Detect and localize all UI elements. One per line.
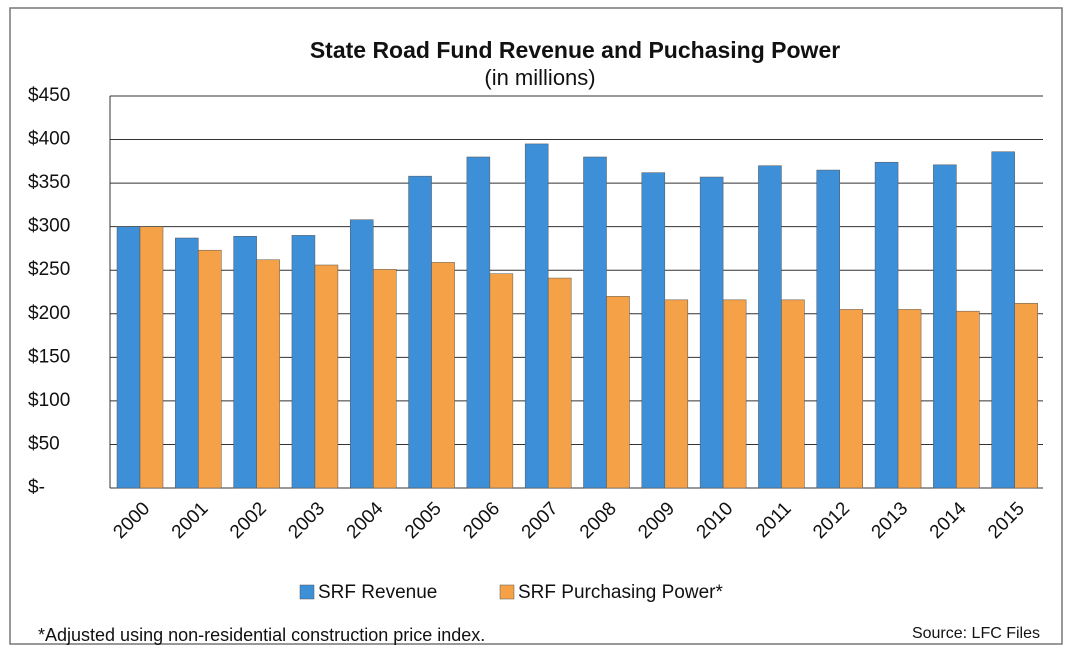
bar [606,296,630,489]
bar [547,277,572,489]
legend-label: SRF Revenue [318,582,437,603]
bar [699,176,724,489]
bar [816,169,840,489]
bar [722,299,747,489]
bar [466,156,491,489]
bar [314,264,339,489]
bar [874,161,899,489]
bar [489,273,514,489]
bar [583,156,607,489]
chart-subtitle: (in millions) [484,65,595,90]
y-tick-label: $450 [28,85,70,106]
bar [373,269,397,489]
bar [1014,303,1038,489]
bar [139,226,164,489]
bar [198,249,222,489]
y-tick-label: $400 [28,129,70,150]
bar [256,259,280,489]
bar [350,219,374,489]
bar [758,165,782,489]
bar [431,262,455,489]
bar [291,235,316,489]
legend-swatch [299,584,315,600]
y-tick-label: $150 [28,346,70,367]
bar [664,299,689,489]
bar [781,299,805,489]
y-tick-label: $250 [28,259,70,280]
chart-title: State Road Fund Revenue and Puchasing Po… [310,37,840,63]
bar [991,151,1015,489]
bar [233,235,257,489]
y-tick-label: $50 [28,433,60,454]
y-tick-label: $100 [28,390,70,411]
bar [897,309,922,489]
bar [839,309,863,489]
source: Source: LFC Files [912,625,1040,642]
y-tick-label: $300 [28,216,70,237]
bar [175,237,199,489]
y-tick-label: $- [28,477,45,498]
bar [524,143,549,489]
bar [933,164,957,489]
bar [408,175,432,489]
bar [641,172,666,489]
footnote: *Adjusted using non-residential construc… [38,625,485,645]
y-tick-label: $350 [28,172,70,193]
y-tick-label: $200 [28,303,70,324]
legend-swatch [499,584,515,600]
bar [116,226,141,489]
legend-label: SRF Purchasing Power* [518,582,723,603]
bar [956,310,980,489]
